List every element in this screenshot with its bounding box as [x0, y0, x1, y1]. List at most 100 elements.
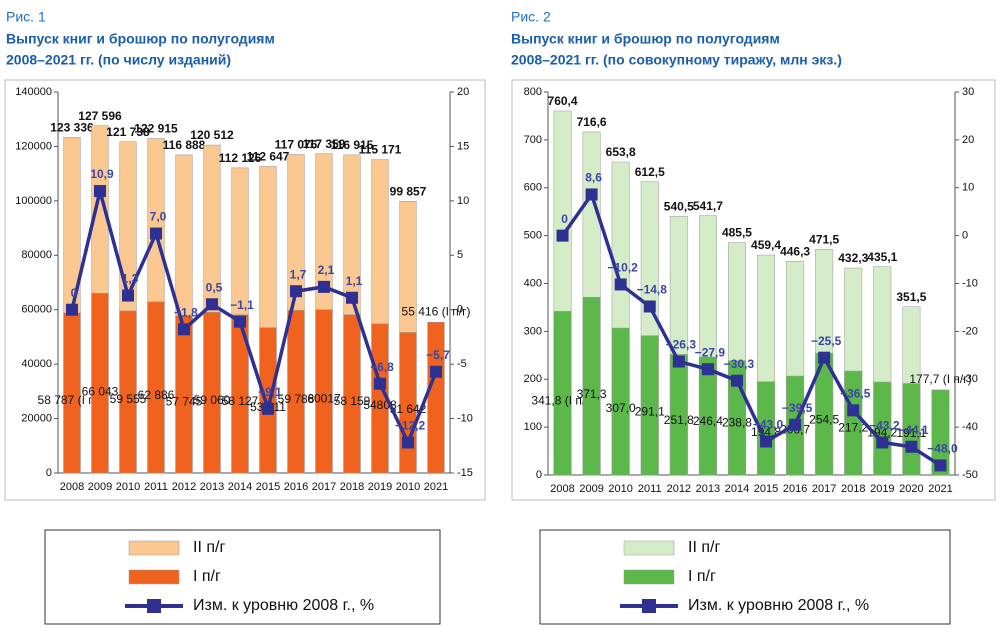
total-label: 127 596	[78, 109, 122, 123]
total-label: 612,5	[635, 165, 665, 179]
line-label: −26,3	[666, 338, 697, 352]
line-label: −1,1	[230, 298, 254, 312]
legend-label: Изм. к уровню 2008 г., %	[193, 597, 374, 614]
line-marker	[818, 351, 831, 364]
line-marker	[876, 436, 889, 449]
y2-tick-label: -15	[457, 467, 473, 479]
total-label: 540,5	[664, 199, 694, 213]
x-tick-label: 2015	[754, 483, 778, 495]
line-label: 0	[71, 286, 78, 300]
line-label: −1,8	[174, 305, 198, 319]
line-label: −43,2	[869, 419, 900, 433]
line-marker	[262, 402, 274, 415]
y-tick-label: 0	[46, 467, 52, 479]
legend-marker	[147, 599, 161, 613]
chart-title: 2008–2021 гг. (по числу изданий)	[6, 52, 231, 68]
legend-label: II п/г	[193, 539, 225, 556]
x-tick-label: 2020	[899, 483, 923, 495]
line-marker	[585, 188, 598, 201]
y-tick-label: 400	[524, 277, 542, 289]
x-tick-label: 2021	[928, 483, 952, 495]
value-label: 191,1	[896, 426, 926, 440]
y2-tick-label: -30	[962, 373, 978, 385]
line-marker	[643, 300, 656, 313]
y-tick-label: 120000	[15, 140, 52, 152]
line-marker	[905, 440, 918, 453]
bar	[315, 309, 333, 474]
total-label: 716,6	[577, 115, 607, 129]
bar	[582, 296, 601, 476]
total-label: 116 888	[163, 138, 206, 152]
chart-frame	[511, 79, 996, 501]
legend-swatch	[623, 540, 675, 556]
total-label: 471,5	[809, 232, 839, 246]
line-label: −44,1	[898, 423, 929, 437]
x-tick-label: 2013	[696, 483, 720, 495]
x-tick-label: 2013	[200, 481, 224, 493]
line-marker	[234, 315, 246, 328]
y-tick-label: 700	[524, 134, 542, 146]
x-tick-label: 2010	[116, 481, 140, 493]
bar	[175, 315, 193, 474]
line-label: −9,1	[258, 385, 282, 399]
y2-tick-label: -20	[962, 325, 978, 337]
x-tick-label: 2017	[312, 481, 336, 493]
legend-label: I п/г	[688, 568, 716, 585]
legend-swatch	[128, 569, 180, 585]
bar	[147, 301, 165, 474]
value-label: 246,4	[693, 414, 723, 428]
y-tick-label: 100000	[15, 195, 52, 207]
figure-label: Рис. 2	[511, 9, 551, 25]
legend-box	[44, 529, 441, 625]
x-tick-label: 2010	[396, 481, 420, 493]
y2-tick-label: -10	[962, 277, 978, 289]
line-label: −10,2	[607, 261, 638, 275]
x-tick-label: 2019	[368, 481, 392, 493]
value-label: 59 555	[110, 392, 147, 406]
line-marker	[178, 323, 190, 336]
x-tick-label: 2019	[870, 483, 894, 495]
y2-tick-label: -5	[457, 358, 467, 370]
line-marker	[847, 404, 860, 417]
x-tick-label: 2015	[256, 481, 280, 493]
line-marker	[290, 285, 302, 298]
value-label: 238,8	[722, 416, 752, 430]
line-label: 2,1	[318, 263, 335, 277]
bar	[844, 370, 863, 476]
value-label: 58 159	[334, 394, 371, 408]
line-marker	[614, 278, 627, 291]
value-label: 58 787 (I п/г)	[38, 393, 107, 407]
line-marker	[150, 227, 162, 240]
chart-title: 2008–2021 гг. (по совокупному тиражу, мл…	[511, 52, 842, 68]
bar	[669, 354, 688, 476]
legend-label: II п/г	[688, 539, 720, 556]
bar	[119, 310, 137, 474]
value-label: 217,2	[838, 420, 868, 434]
x-tick-label: 2016	[783, 483, 807, 495]
x-tick-label: 2014	[228, 481, 252, 493]
line	[70, 190, 438, 447]
y2-tick-label: 0	[962, 230, 968, 242]
y-tick-label: 200	[524, 373, 542, 385]
y-tick-label: 100	[524, 421, 542, 433]
line-label: −14,8	[637, 283, 668, 297]
y2-tick-label: 5	[457, 249, 463, 261]
line-marker	[66, 303, 78, 316]
line-label: 10,9	[90, 167, 114, 181]
line-label: −39,5	[782, 401, 813, 415]
total-label: 116 915	[331, 138, 374, 152]
value-label: 55 416 (I п/г)	[402, 304, 471, 318]
total-label: 459,4	[751, 238, 781, 252]
value-label: 60017	[307, 392, 341, 406]
line-label: 0,5	[206, 280, 223, 294]
line-marker	[556, 229, 569, 242]
line-label: −27,9	[695, 345, 726, 359]
total-label: 117 076	[275, 138, 318, 152]
x-tick-label: 2018	[841, 483, 865, 495]
bar	[203, 312, 221, 474]
total-label: 760,4	[548, 94, 578, 108]
total-label: 541,7	[693, 199, 723, 213]
value-label: 59 788	[278, 392, 315, 406]
bar	[640, 335, 659, 476]
line-marker	[430, 365, 442, 378]
